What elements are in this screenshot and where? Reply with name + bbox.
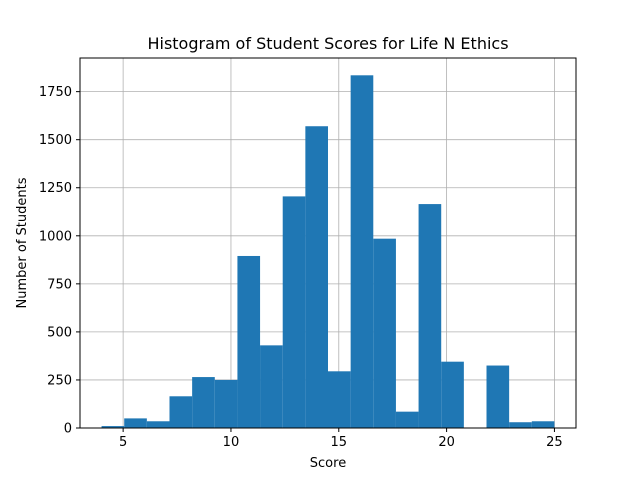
histogram-bar — [441, 361, 464, 428]
y-tick-label: 250 — [47, 373, 72, 388]
histogram-bar — [192, 377, 215, 428]
histogram-bar — [214, 379, 238, 428]
y-tick-label: 1000 — [39, 229, 72, 244]
bars — [101, 75, 555, 428]
histogram-bar — [124, 418, 147, 428]
histogram-bar — [101, 426, 125, 428]
y-tick-label: 0 — [64, 422, 72, 437]
y-tick-label: 750 — [47, 277, 72, 292]
histogram-bar — [260, 345, 283, 428]
y-tick-label: 500 — [47, 325, 72, 340]
x-tick-label: 10 — [223, 435, 240, 450]
x-tick-label: 15 — [331, 435, 348, 450]
x-tick-label: 25 — [546, 435, 563, 450]
y-axis-label: Number of Students — [15, 177, 30, 308]
x-tick-label: 5 — [119, 435, 127, 450]
histogram-bar — [531, 421, 555, 428]
y-tick-label: 1500 — [39, 133, 72, 148]
y-tick-label: 1750 — [39, 85, 72, 100]
x-tick-label: 20 — [438, 435, 455, 450]
histogram-bar — [350, 75, 374, 428]
histogram-bar — [486, 365, 510, 428]
chart-title: Histogram of Student Scores for Life N E… — [147, 34, 508, 53]
histogram-bar — [146, 421, 170, 428]
histogram-bar — [328, 371, 351, 428]
y-tick-label: 1250 — [39, 181, 72, 196]
histogram-bar — [169, 396, 193, 428]
histogram-bar — [282, 196, 306, 428]
histogram-bar — [395, 411, 419, 428]
histogram-bar — [509, 422, 532, 428]
histogram-bar — [305, 126, 328, 428]
histogram-bar — [418, 204, 442, 428]
x-axis-label: Score — [310, 456, 346, 471]
plot-frame — [79, 57, 577, 429]
histogram-bar — [373, 238, 396, 428]
histogram-bar — [237, 255, 261, 428]
